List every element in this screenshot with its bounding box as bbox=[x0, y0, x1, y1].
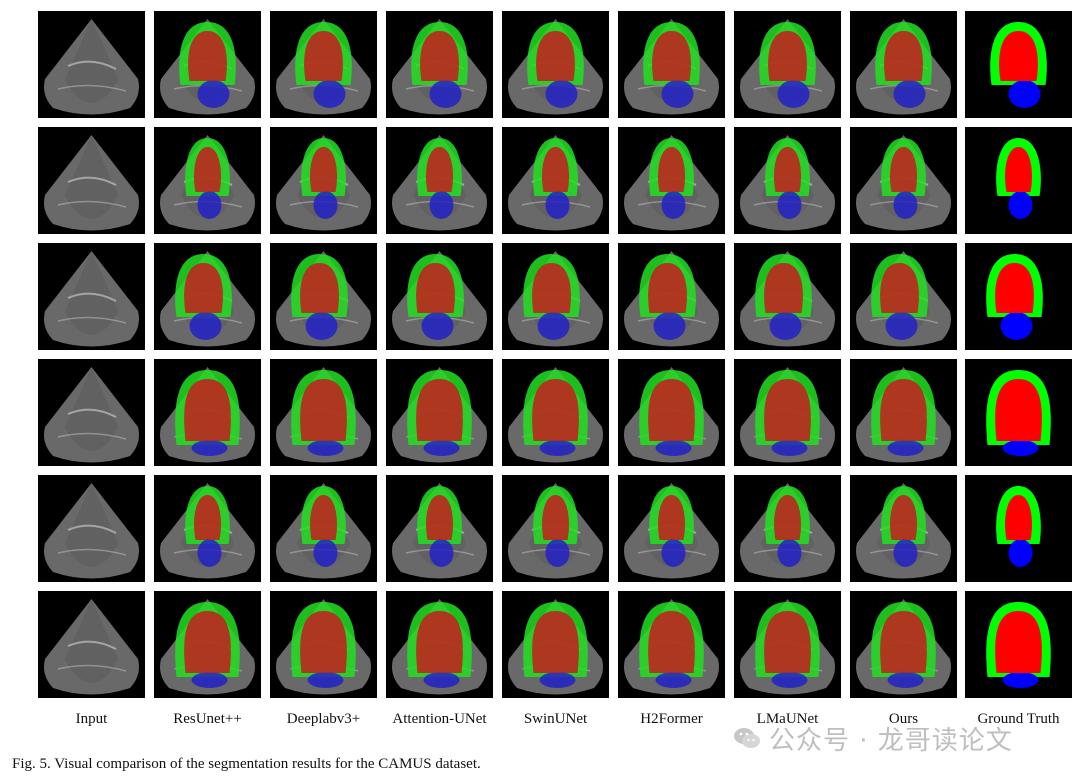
ultrasound-input-image bbox=[38, 591, 145, 698]
ultrasound-input-image bbox=[38, 11, 145, 118]
segmentation-result bbox=[502, 11, 609, 118]
ultrasound-input-image bbox=[38, 359, 145, 466]
segmentation-result bbox=[734, 475, 841, 582]
segmentation-result bbox=[502, 591, 609, 698]
segmentation-result bbox=[618, 127, 725, 234]
segmentation-result bbox=[154, 359, 261, 466]
segmentation-result bbox=[734, 591, 841, 698]
segmentation-result bbox=[270, 591, 377, 698]
ultrasound-input-image bbox=[38, 475, 145, 582]
segmentation-result bbox=[386, 591, 493, 698]
segmentation-result bbox=[270, 475, 377, 582]
segmentation-result bbox=[386, 11, 493, 118]
ground-truth-mask bbox=[965, 359, 1072, 466]
segmentation-result bbox=[618, 359, 725, 466]
segmentation-result bbox=[850, 359, 957, 466]
segmentation-result bbox=[270, 243, 377, 350]
segmentation-result bbox=[850, 11, 957, 118]
ultrasound-input-image bbox=[38, 127, 145, 234]
segmentation-result bbox=[850, 591, 957, 698]
ground-truth-mask bbox=[965, 475, 1072, 582]
segmentation-result bbox=[850, 475, 957, 582]
ultrasound-input-image bbox=[38, 243, 145, 350]
segmentation-result bbox=[270, 127, 377, 234]
segmentation-result bbox=[502, 475, 609, 582]
segmentation-result bbox=[618, 475, 725, 582]
column-label-ground-truth: Ground Truth bbox=[977, 711, 1060, 727]
column-label-deeplabv3: Deeplabv3+ bbox=[286, 711, 361, 727]
column-label-resunet: ResUnet++ bbox=[173, 711, 242, 727]
column-label-lmaunet: LMaUNet bbox=[756, 711, 819, 727]
segmentation-result bbox=[618, 11, 725, 118]
segmentation-result bbox=[270, 11, 377, 118]
segmentation-result bbox=[618, 243, 725, 350]
segmentation-result bbox=[502, 359, 609, 466]
column-label-h2former: H2Former bbox=[640, 711, 703, 727]
segmentation-result bbox=[154, 127, 261, 234]
segmentation-result bbox=[154, 475, 261, 582]
segmentation-result bbox=[386, 359, 493, 466]
column-label-attention-unet: Attention-UNet bbox=[392, 711, 487, 727]
segmentation-result bbox=[386, 127, 493, 234]
segmentation-result bbox=[154, 243, 261, 350]
segmentation-result bbox=[734, 11, 841, 118]
segmentation-result bbox=[618, 591, 725, 698]
wechat-icon bbox=[734, 728, 760, 748]
segmentation-result bbox=[386, 243, 493, 350]
figure-caption: Fig. 5. Visual comparison of the segment… bbox=[12, 756, 481, 772]
watermark: 公众号 · 龙哥读论文 bbox=[733, 722, 1013, 756]
segmentation-result bbox=[850, 243, 957, 350]
segmentation-result bbox=[734, 359, 841, 466]
segmentation-result bbox=[270, 359, 377, 466]
ground-truth-mask bbox=[965, 127, 1072, 234]
ground-truth-mask bbox=[965, 591, 1072, 698]
watermark-text: 公众号 · 龙哥读论文 bbox=[769, 725, 1013, 756]
column-label-swinunet: SwinUNet bbox=[523, 711, 588, 727]
segmentation-result bbox=[154, 591, 261, 698]
segmentation-result bbox=[734, 127, 841, 234]
segmentation-result bbox=[502, 127, 609, 234]
ground-truth-mask bbox=[965, 11, 1072, 118]
figure-grid bbox=[38, 11, 1072, 698]
column-label-input: Input bbox=[75, 711, 108, 727]
segmentation-result bbox=[154, 11, 261, 118]
segmentation-result bbox=[502, 243, 609, 350]
column-label-ours: Ours bbox=[888, 711, 919, 727]
segmentation-result bbox=[386, 475, 493, 582]
segmentation-result bbox=[734, 243, 841, 350]
ground-truth-mask bbox=[965, 243, 1072, 350]
segmentation-result bbox=[850, 127, 957, 234]
